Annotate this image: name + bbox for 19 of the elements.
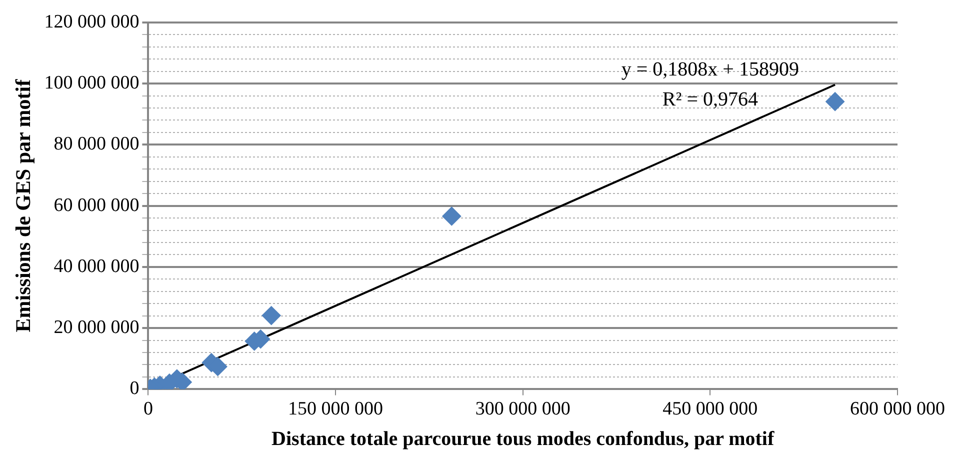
x-tick-label: 0 xyxy=(143,398,153,420)
y-axis-title: Emissions de GES par motif xyxy=(11,78,36,332)
x-tick-label: 600 000 000 xyxy=(850,398,945,420)
y-tick-label: 40 000 000 xyxy=(54,256,140,277)
annotation: y = 0,1808x + 158909 xyxy=(621,58,799,81)
point xyxy=(442,206,462,226)
y-tick-label: 100 000 000 xyxy=(44,72,140,94)
y-tick-label: 0 xyxy=(130,378,140,400)
y-tick-label: 80 000 000 xyxy=(54,134,140,155)
y-tick-label: 120 000 000 xyxy=(44,11,140,32)
point xyxy=(826,92,845,112)
x-tick-label: 150 000 000 xyxy=(288,398,384,420)
x-tick-label: 300 000 000 xyxy=(475,398,570,420)
y-tick-label: 60 000 000 xyxy=(54,194,140,216)
annotation: R² = 0,9764 xyxy=(662,88,758,111)
x-tick-label: 450 000 000 xyxy=(662,398,758,420)
y-tick-label: 20 000 000 xyxy=(54,317,140,338)
point xyxy=(262,306,281,326)
x-axis-title: Distance totale parcourue tous modes confondus, par motif xyxy=(272,428,774,450)
